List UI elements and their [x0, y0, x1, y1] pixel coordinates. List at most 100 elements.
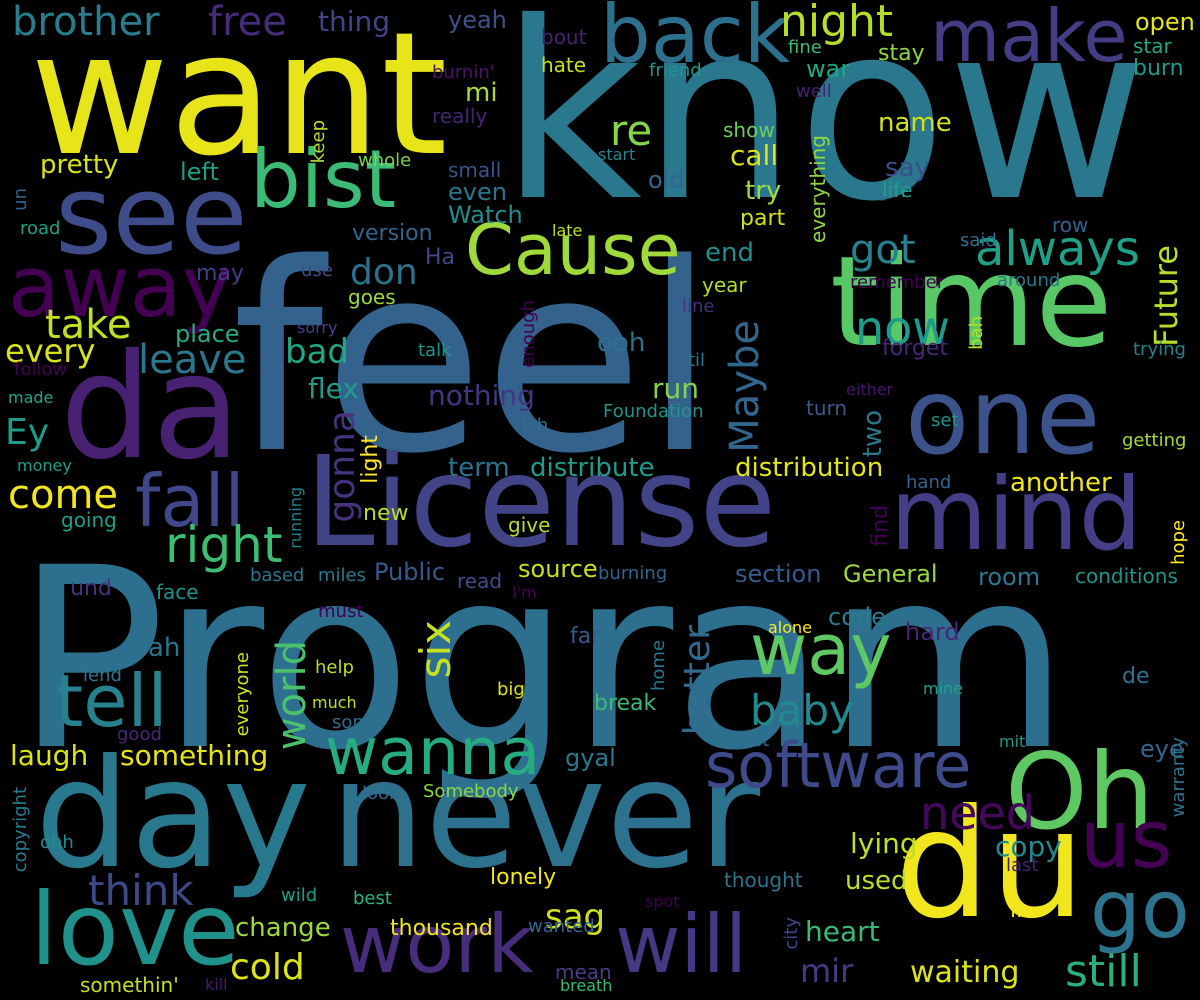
- word-right: right: [165, 516, 283, 574]
- word-ooh: ooh: [597, 328, 646, 358]
- word-row: row: [1052, 213, 1089, 237]
- word-back: back: [600, 0, 791, 81]
- word-face: face: [156, 580, 199, 604]
- word-everyone: everyone: [232, 652, 253, 737]
- word-away: away: [8, 238, 232, 337]
- word-far: far: [570, 624, 601, 649]
- word-breath: breath: [560, 976, 613, 995]
- word-fall: fall: [135, 459, 245, 543]
- word-running: running: [286, 487, 305, 549]
- word-cause: Cause: [465, 209, 681, 291]
- word-feel: feel: [232, 209, 716, 511]
- word-money: money: [17, 456, 72, 475]
- word-gyal: gyal: [565, 744, 616, 772]
- word-got: got: [850, 227, 916, 273]
- word-break: break: [594, 691, 657, 716]
- word-cold: cold: [230, 947, 305, 988]
- word-either: either: [846, 380, 894, 399]
- word-use: use: [301, 260, 333, 281]
- word-two: two: [858, 410, 888, 458]
- word-way: way: [750, 609, 892, 691]
- word-think: think: [88, 866, 194, 915]
- word-talk: talk: [418, 340, 452, 361]
- word-distribute: distribute: [530, 453, 655, 483]
- word-going: going: [61, 508, 117, 532]
- word-ich: ich: [522, 415, 549, 436]
- word-conditions: conditions: [1075, 564, 1178, 588]
- word-best: best: [353, 888, 392, 909]
- word-enough: enough: [518, 300, 539, 368]
- word-und: und: [70, 576, 112, 601]
- word-burnin-: burnin': [432, 62, 495, 83]
- word-around: around: [997, 270, 1061, 291]
- word-spot: spot: [645, 892, 680, 911]
- word-used: used: [845, 866, 908, 896]
- word-call: call: [730, 139, 779, 172]
- word-hate: hate: [541, 53, 587, 77]
- word-future: Future: [1147, 245, 1185, 347]
- word-software: software: [705, 729, 972, 802]
- word-day: day: [35, 728, 311, 902]
- word-know: know: [500, 0, 1148, 255]
- word-need: need: [920, 786, 1035, 840]
- word-make: make: [930, 0, 1128, 78]
- word-copyright: copyright: [10, 787, 31, 873]
- word-keep: keep: [308, 120, 329, 164]
- word-program: Program: [15, 514, 1070, 805]
- word-line: line: [682, 296, 715, 317]
- word-war: war: [806, 55, 851, 83]
- word-maybe: Maybe: [722, 320, 768, 453]
- word-fine: fine: [788, 37, 822, 58]
- word-lonely: lonely: [490, 865, 557, 890]
- word-bist: bist: [250, 133, 397, 226]
- word-bout: bout: [541, 25, 587, 49]
- word-un: un: [10, 188, 31, 211]
- word-good: good: [117, 724, 162, 745]
- word-til: til: [688, 350, 706, 371]
- word-tell: tell: [55, 659, 168, 743]
- word-time: time: [830, 230, 1113, 375]
- word-wanna: wanna: [325, 715, 541, 790]
- word-warranty: warranty: [1168, 737, 1189, 818]
- word-work: work: [340, 898, 534, 991]
- word-well: well: [796, 81, 832, 102]
- word-city: city: [781, 917, 802, 950]
- word-old: old: [648, 166, 685, 194]
- word-change: change: [235, 913, 331, 943]
- word-somethin-: somethin': [80, 973, 179, 997]
- word-year: year: [702, 273, 747, 297]
- word-thousand: thousand: [390, 916, 493, 941]
- word-look: look: [362, 783, 400, 804]
- word-us: us: [1080, 793, 1173, 886]
- word-hard: hard: [905, 618, 960, 646]
- word-lying: lying: [850, 827, 918, 860]
- word-somebody: Somebody: [423, 781, 519, 802]
- word-made: made: [8, 388, 54, 407]
- word-ll: ll: [1010, 898, 1023, 923]
- word-song: song: [332, 712, 376, 733]
- word-everything: everything: [806, 135, 830, 243]
- word-public: Public: [374, 558, 446, 586]
- word-help: help: [315, 657, 354, 678]
- word-watch: Watch: [448, 201, 523, 229]
- word-now: now: [855, 301, 950, 355]
- word-wanted: wanted: [528, 916, 595, 937]
- word-every: every: [5, 332, 96, 370]
- word-brother: brother: [12, 0, 160, 45]
- word-laugh: laugh: [10, 739, 89, 772]
- word-based: based: [250, 565, 305, 586]
- word-will: will: [615, 898, 748, 991]
- word-want: want: [30, 0, 448, 194]
- word-don: don: [350, 252, 418, 293]
- word-term: term: [448, 453, 510, 483]
- word-ah: ah: [148, 633, 181, 663]
- word-kill: kill: [205, 975, 228, 994]
- word-sorry: sorry: [297, 318, 338, 337]
- word-take: take: [45, 302, 132, 348]
- word-one: one: [905, 356, 1101, 478]
- word-alone: alone: [768, 618, 813, 637]
- word-late: late: [552, 221, 583, 240]
- word-really: really: [432, 104, 488, 128]
- word-end: end: [705, 238, 754, 268]
